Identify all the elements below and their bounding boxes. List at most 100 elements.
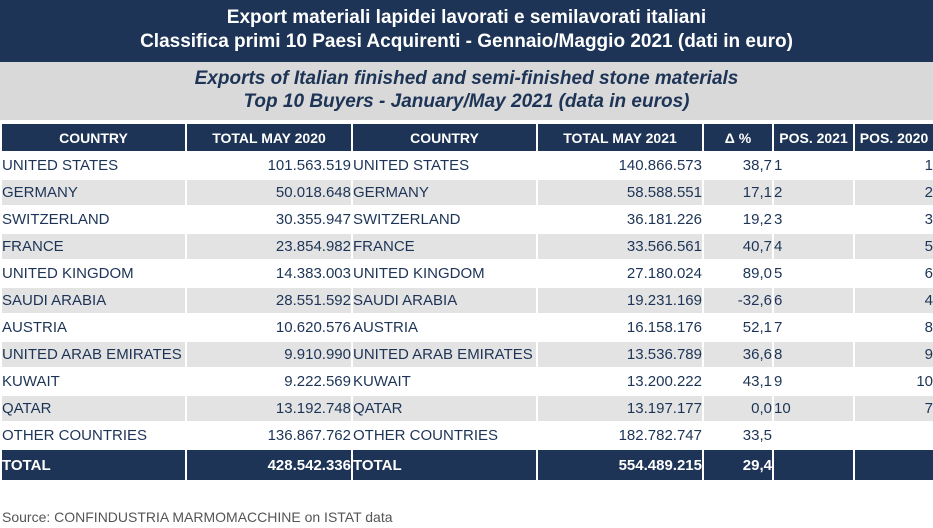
italian-title-line1: Export materiali lapidei lavorati e semi… <box>226 7 707 28</box>
pos-2021-cell: 2 <box>772 178 855 207</box>
total-may-2020-cell: 9.222.569 <box>185 367 353 396</box>
total-may-2021-cell: 13.536.789 <box>536 340 704 369</box>
country-2021-cell: FRANCE <box>351 232 538 261</box>
pos-2021-cell: 10 <box>772 394 855 423</box>
table-row: KUWAIT 9.222.569 KUWAIT 13.200.222 43,1 9 10 <box>0 367 933 396</box>
pos-2020-cell: 2 <box>853 178 933 207</box>
country-2020-cell: AUSTRIA <box>0 313 187 342</box>
total-may-2021-cell: 58.588.551 <box>536 178 704 207</box>
total-may-2021-cell: 13.200.222 <box>536 367 704 396</box>
delta-percent-cell: 40,7 <box>702 232 774 261</box>
country-2021-cell: OTHER COUNTRIES <box>351 421 538 450</box>
country-2020-cell: QATAR <box>0 394 187 423</box>
country-2021-cell: AUSTRIA <box>351 313 538 342</box>
total-delta: 29,4 <box>702 448 774 482</box>
delta-percent-cell: -32,6 <box>702 286 774 315</box>
table-row: SAUDI ARABIA 28.551.592 SAUDI ARABIA 19.231… <box>0 286 933 315</box>
pos-2020-cell: 1 <box>853 151 933 180</box>
delta-percent-cell: 52,1 <box>702 313 774 342</box>
country-2020-cell: UNITED STATES <box>0 151 187 180</box>
pos-2021-cell: 3 <box>772 205 855 234</box>
total-may-2021-cell: 182.782.747 <box>536 421 704 450</box>
pos-2021-cell: 5 <box>772 259 855 288</box>
table-row: UNITED KINGDOM 14.383.003 UNITED KINGDOM 27… <box>0 259 933 288</box>
country-2020-cell: SWITZERLAND <box>0 205 187 234</box>
pos-2020-cell: 3 <box>853 205 933 234</box>
total-row: TOTAL 428.542.336 TOTAL 554.489.215 29,4 <box>0 448 933 482</box>
country-2021-cell: SAUDI ARABIA <box>351 286 538 315</box>
total-may-2020-cell: 136.867.762 <box>185 421 353 450</box>
pos-2020-cell: 5 <box>853 232 933 261</box>
delta-percent-cell: 19,2 <box>702 205 774 234</box>
english-title-banner: Exports of Italian finished and semi-fin… <box>0 62 933 120</box>
total-may-2021-cell: 13.197.177 <box>536 394 704 423</box>
total-may-2021-cell: 33.566.561 <box>536 232 704 261</box>
pos-2021-cell: 4 <box>772 232 855 261</box>
pos-2020-cell: 8 <box>853 313 933 342</box>
table-row: GERMANY 50.018.648 GERMANY 58.588.551 17,1 2 2 <box>0 178 933 207</box>
delta-percent-cell: 89,0 <box>702 259 774 288</box>
country-2020-cell: FRANCE <box>0 232 187 261</box>
total-may-2021-cell: 36.181.226 <box>536 205 704 234</box>
col-header-delta-percent: Δ % <box>702 122 774 153</box>
delta-percent-cell: 38,7 <box>702 151 774 180</box>
pos-2020-cell: 10 <box>853 367 933 396</box>
col-header-country-2020: COUNTRY <box>0 122 187 153</box>
table-row: UNITED STATES 101.563.519 UNITED STATES 140… <box>0 151 933 180</box>
pos-2020-cell: 7 <box>853 394 933 423</box>
country-2020-cell: UNITED KINGDOM <box>0 259 187 288</box>
total-may-2020-cell: 28.551.592 <box>185 286 353 315</box>
pos-2020-cell: 9 <box>853 340 933 369</box>
table-header-row: COUNTRY TOTAL MAY 2020 COUNTRY TOTAL MAY… <box>0 122 933 153</box>
pos-2020-cell: 4 <box>853 286 933 315</box>
country-2021-cell: QATAR <box>351 394 538 423</box>
col-header-country-2021: COUNTRY <box>351 122 538 153</box>
pos-2021-cell: 7 <box>772 313 855 342</box>
italian-title-line2: Classifica primi 10 Paesi Acquirenti - G… <box>140 31 793 52</box>
total-pos-2021 <box>772 448 855 482</box>
table-row: AUSTRIA 10.620.576 AUSTRIA 16.158.176 52,1 7 8 <box>0 313 933 342</box>
delta-percent-cell: 0,0 <box>702 394 774 423</box>
total-may-2020-cell: 23.854.982 <box>185 232 353 261</box>
total-label-2020: TOTAL <box>0 448 187 482</box>
total-value-2021: 554.489.215 <box>536 448 704 482</box>
total-may-2021-cell: 16.158.176 <box>536 313 704 342</box>
col-header-pos-2021: POS. 2021 <box>772 122 855 153</box>
country-2020-cell: UNITED ARAB EMIRATES <box>0 340 187 369</box>
table-row: FRANCE 23.854.982 FRANCE 33.566.561 40,7 4 5 <box>0 232 933 261</box>
country-2020-cell: OTHER COUNTRIES <box>0 421 187 450</box>
top-buyers-table: COUNTRY TOTAL MAY 2020 COUNTRY TOTAL MAY… <box>0 122 933 482</box>
country-2021-cell: UNITED KINGDOM <box>351 259 538 288</box>
country-2021-cell: UNITED ARAB EMIRATES <box>351 340 538 369</box>
total-may-2020-cell: 13.192.748 <box>185 394 353 423</box>
total-may-2021-cell: 27.180.024 <box>536 259 704 288</box>
total-may-2020-cell: 101.563.519 <box>185 151 353 180</box>
source-note: Source: CONFINDUSTRIA MARMOMACCHINE on I… <box>2 509 393 525</box>
total-value-2020: 428.542.336 <box>185 448 353 482</box>
table-row: SWITZERLAND 30.355.947 SWITZERLAND 36.181.2… <box>0 205 933 234</box>
col-header-pos-2020: POS. 2020 <box>853 122 933 153</box>
delta-percent-cell: 17,1 <box>702 178 774 207</box>
country-2021-cell: SWITZERLAND <box>351 205 538 234</box>
country-2020-cell: SAUDI ARABIA <box>0 286 187 315</box>
total-pos-2020 <box>853 448 933 482</box>
delta-percent-cell: 43,1 <box>702 367 774 396</box>
total-may-2020-cell: 14.383.003 <box>185 259 353 288</box>
table-body: UNITED STATES 101.563.519 UNITED STATES 140… <box>0 151 933 450</box>
pos-2021-cell: 1 <box>772 151 855 180</box>
table-row: UNITED ARAB EMIRATES 9.910.990 UNITED ARAB… <box>0 340 933 369</box>
delta-percent-cell: 36,6 <box>702 340 774 369</box>
pos-2021-cell: 8 <box>772 340 855 369</box>
english-title-line1: Exports of Italian finished and semi-fin… <box>194 68 739 89</box>
pos-2021-cell <box>772 421 855 450</box>
pos-2020-cell <box>853 421 933 450</box>
country-2020-cell: GERMANY <box>0 178 187 207</box>
col-header-total-may-2020: TOTAL MAY 2020 <box>185 122 353 153</box>
total-may-2020-cell: 10.620.576 <box>185 313 353 342</box>
pos-2021-cell: 6 <box>772 286 855 315</box>
total-may-2020-cell: 30.355.947 <box>185 205 353 234</box>
italian-title-banner: Export materiali lapidei lavorati e semi… <box>0 0 933 62</box>
country-2021-cell: UNITED STATES <box>351 151 538 180</box>
total-may-2021-cell: 19.231.169 <box>536 286 704 315</box>
total-may-2021-cell: 140.866.573 <box>536 151 704 180</box>
